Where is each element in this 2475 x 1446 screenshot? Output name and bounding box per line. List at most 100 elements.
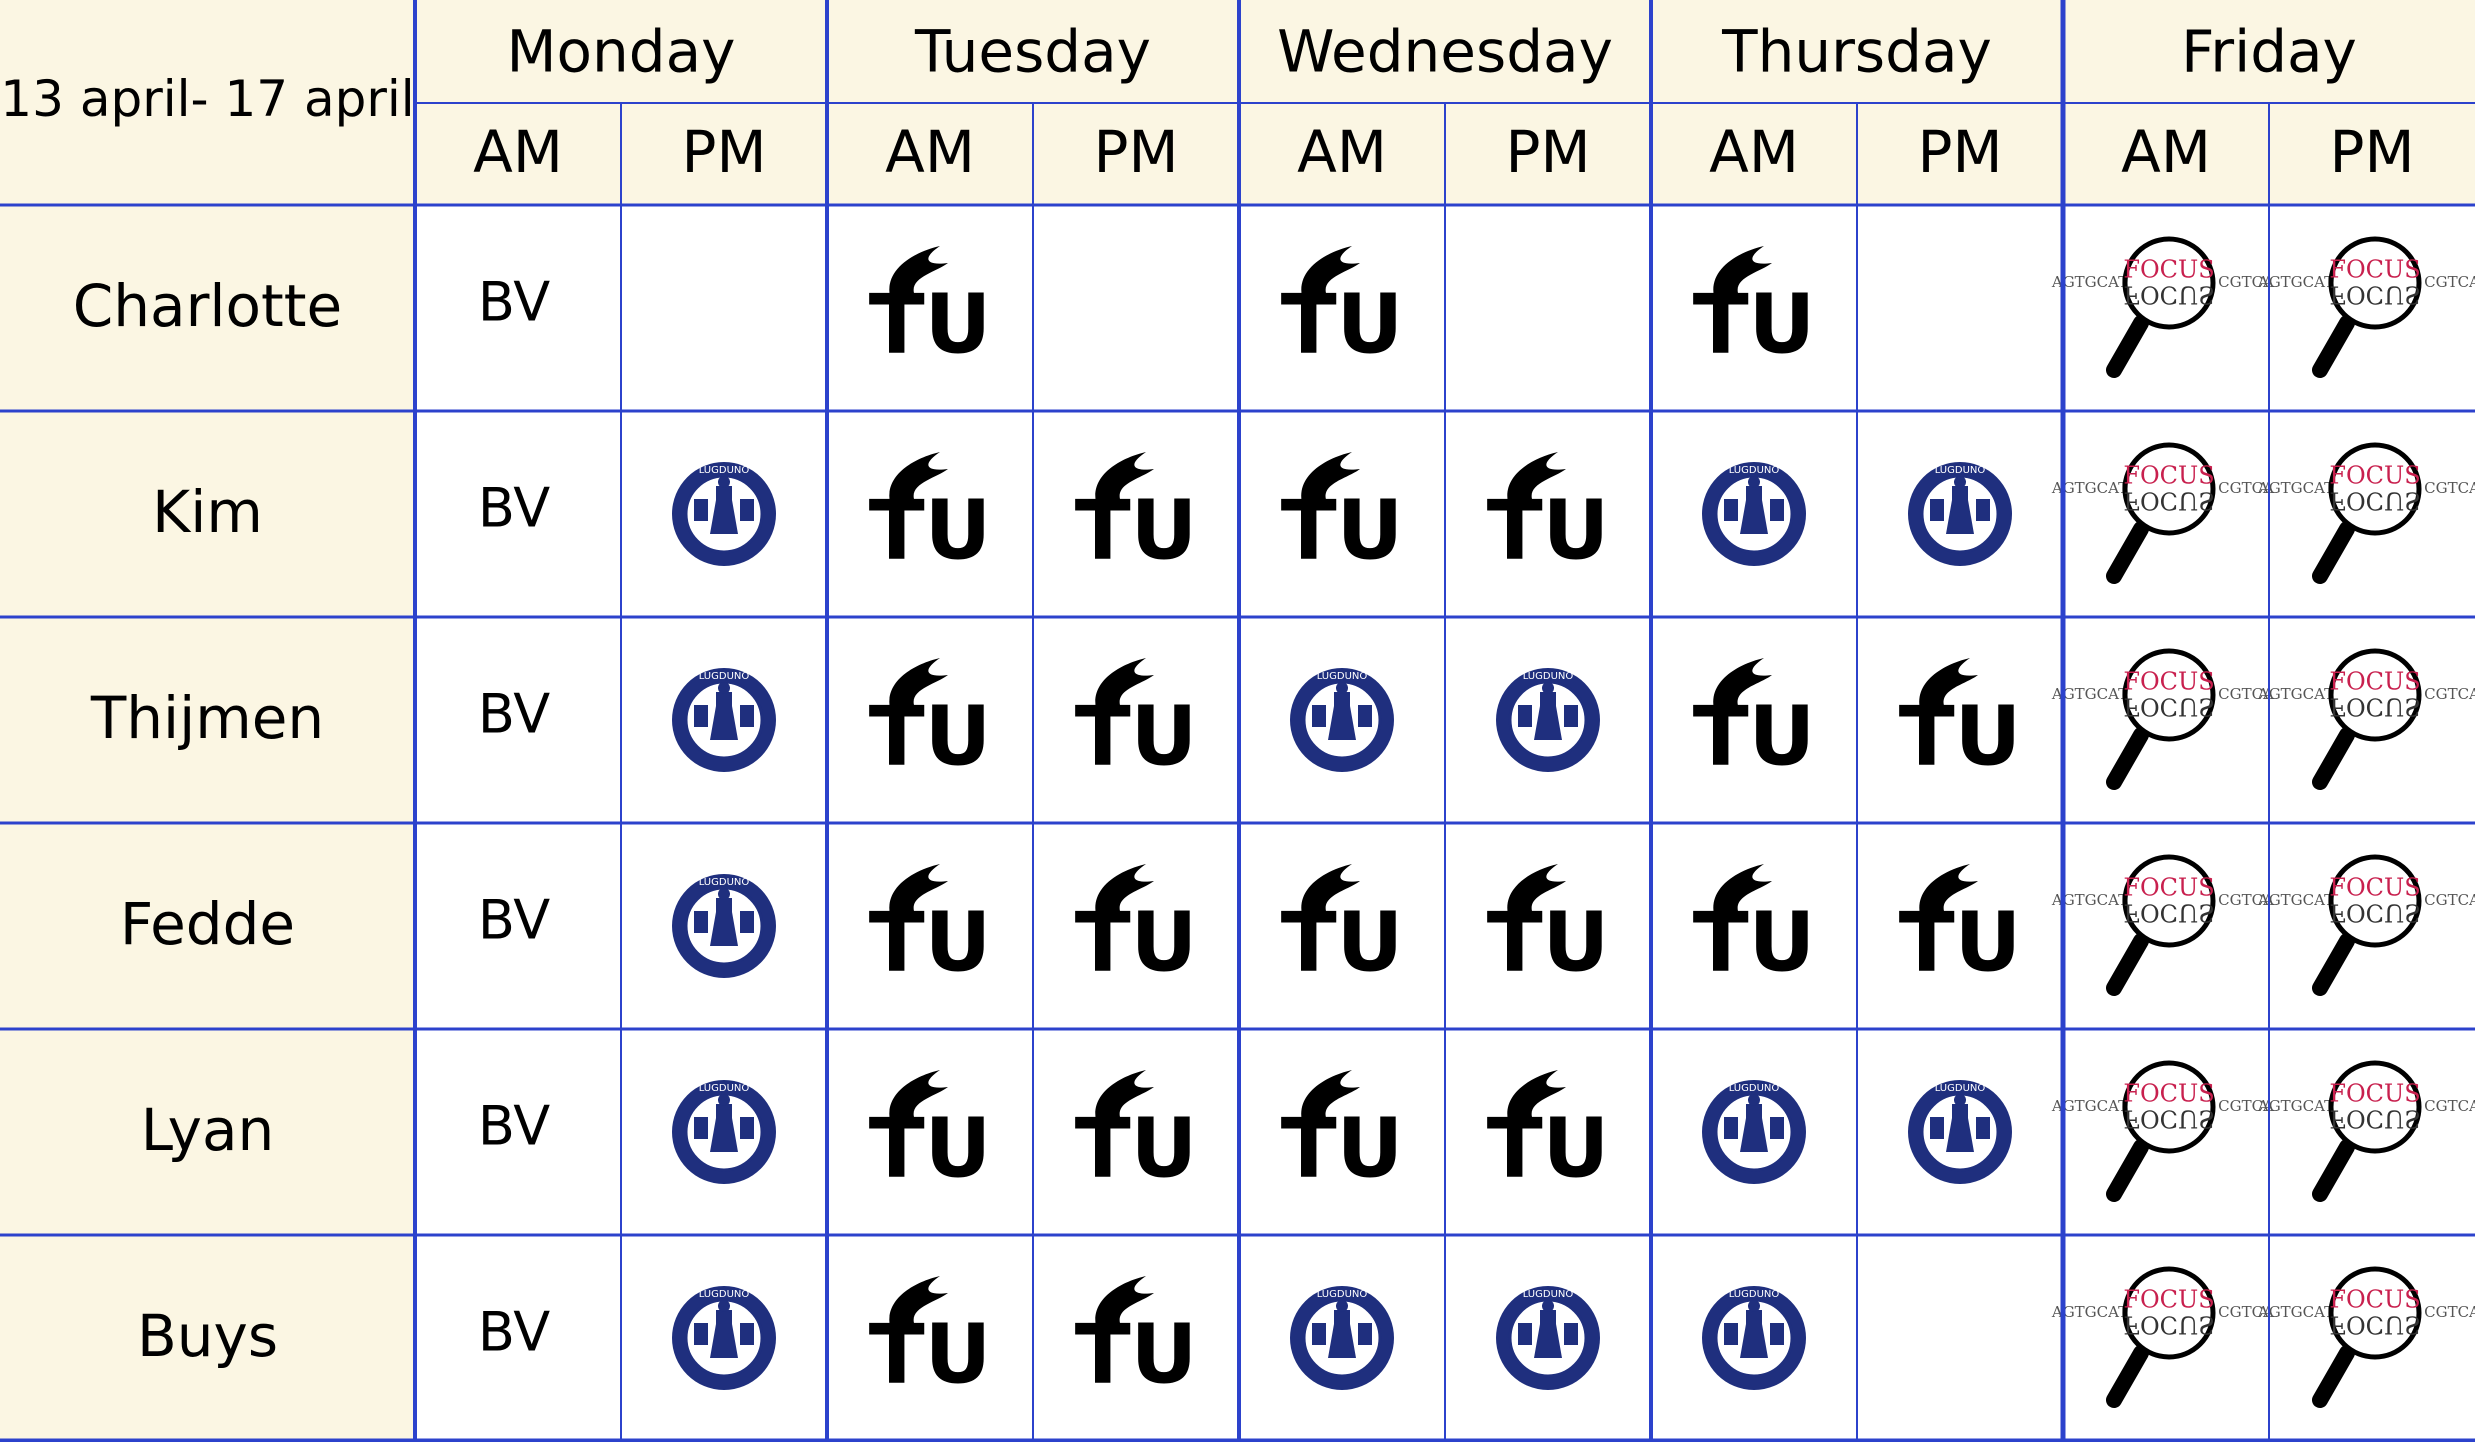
cell-text: BV — [478, 1095, 550, 1158]
leiden-seal: LUGDUNO — [1702, 1080, 1806, 1184]
half-label: PM — [1917, 118, 2002, 186]
tu-text: TU — [869, 689, 992, 784]
tu-text: TU — [869, 1307, 992, 1402]
tu-flame — [1919, 864, 1978, 921]
seal-figure — [1740, 486, 1768, 534]
focus-seq-right: CGTCA — [2424, 1303, 2475, 1321]
focus-text: FOCUS — [2123, 1080, 2214, 1108]
tu-flame — [1095, 658, 1154, 715]
seal-shield-right — [1358, 705, 1372, 727]
tu-logo: TU — [869, 246, 991, 372]
seal-figure — [1946, 486, 1974, 534]
seal-shield-right — [740, 1323, 754, 1345]
tu-flame — [889, 452, 948, 509]
focus-handle — [2312, 727, 2355, 790]
day-label: Monday — [507, 18, 736, 86]
seal-shield-left — [694, 499, 708, 521]
focus-seq-left: AGTGCATG — [2257, 685, 2346, 703]
focus-seq-right: CGTCA — [2218, 891, 2274, 909]
focus-seq-right: CGTCA — [2218, 479, 2274, 497]
seal-figure — [1740, 1310, 1768, 1358]
tu-flame — [1301, 864, 1360, 921]
focus-seq-left: AGTGCATG — [2051, 891, 2140, 909]
focus-text-mirror: FOCUS — [2329, 1105, 2420, 1133]
focus-seq-right: CGTCA — [2218, 1097, 2274, 1115]
seal-head — [1954, 1094, 1966, 1106]
focus-lens — [2328, 648, 2422, 742]
tu-flame — [889, 1070, 948, 1127]
date-range: 13 april- 17 april — [0, 70, 414, 128]
leiden-seal: LUGDUNO — [1496, 1286, 1600, 1390]
seal-text: LUGDUNO — [1523, 671, 1574, 682]
focus-handle — [2106, 1345, 2149, 1408]
seal-shield-right — [740, 911, 754, 933]
seal-head — [718, 888, 730, 900]
leiden-seal: LUGDUNO — [1290, 1286, 1394, 1390]
tu-text: TU — [1075, 483, 1198, 578]
cell-text: BV — [478, 271, 550, 334]
leiden-seal: LUGDUNO — [1908, 1080, 2012, 1184]
tu-text: TU — [1487, 1101, 1610, 1196]
tu-logo: TU — [1075, 658, 1197, 784]
half-label: AM — [473, 118, 563, 186]
leiden-seal: LUGDUNO — [1908, 462, 2012, 566]
tu-text: TU — [869, 483, 992, 578]
tu-logo: TU — [869, 1070, 992, 1196]
seal-text: LUGDUNO — [699, 1083, 750, 1094]
focus-seq-left: AGTGCATG — [2257, 1097, 2346, 1115]
tu-flame — [1713, 246, 1772, 303]
seal-head — [1336, 682, 1348, 694]
focus-text-mirror: FOCUS — [2123, 899, 2214, 927]
focus-handle — [2106, 521, 2149, 584]
half-label: PM — [2329, 118, 2414, 186]
tu-logo: TU — [1281, 452, 1404, 578]
tu-flame — [1301, 246, 1360, 303]
day-label: Tuesday — [914, 18, 1151, 86]
tu-flame — [1095, 1070, 1154, 1127]
seal-head — [718, 1094, 730, 1106]
seal-text: LUGDUNO — [699, 465, 750, 476]
seal-head — [718, 1300, 730, 1312]
seal-text: LUGDUNO — [699, 877, 750, 888]
focus-seq-left: AGTGCATG — [2257, 273, 2346, 291]
half-label: PM — [681, 118, 766, 186]
seal-head — [1954, 476, 1966, 488]
seal-head — [718, 476, 730, 488]
tu-text: TU — [1281, 483, 1404, 578]
leiden-seal: LUGDUNO — [672, 668, 776, 772]
tu-logo: TU — [1281, 246, 1403, 372]
focus-handle — [2106, 315, 2149, 378]
focus-seq-left: AGTGCATG — [2051, 1303, 2140, 1321]
seal-shield-right — [1770, 1323, 1784, 1345]
seal-shield-left — [1724, 1323, 1738, 1345]
tu-text: TU — [1693, 895, 1816, 990]
seal-shield-right — [1564, 1323, 1578, 1345]
tu-logo: TU — [1075, 864, 1197, 990]
seal-shield-left — [1312, 705, 1326, 727]
tu-flame — [1507, 1070, 1566, 1127]
tu-text: TU — [1487, 483, 1610, 578]
seal-figure — [710, 1104, 738, 1152]
seal-shield-right — [740, 499, 754, 521]
tu-text: TU — [1075, 1101, 1198, 1196]
focus-text: FOCUS — [2329, 874, 2420, 902]
seal-figure — [710, 898, 738, 946]
focus-lens — [2328, 1266, 2422, 1360]
tu-logo: TU — [1075, 1276, 1197, 1402]
tu-text: TU — [869, 1101, 992, 1196]
seal-shield-left — [1724, 1117, 1738, 1139]
cell-text: BV — [478, 683, 550, 746]
tu-flame — [1301, 1070, 1360, 1127]
tu-flame — [889, 658, 948, 715]
seal-shield-left — [1312, 1323, 1326, 1345]
focus-text-mirror: FOCUS — [2329, 1311, 2420, 1339]
day-label: Wednesday — [1277, 18, 1613, 86]
focus-handle — [2106, 1139, 2149, 1202]
tu-flame — [1095, 1276, 1154, 1333]
